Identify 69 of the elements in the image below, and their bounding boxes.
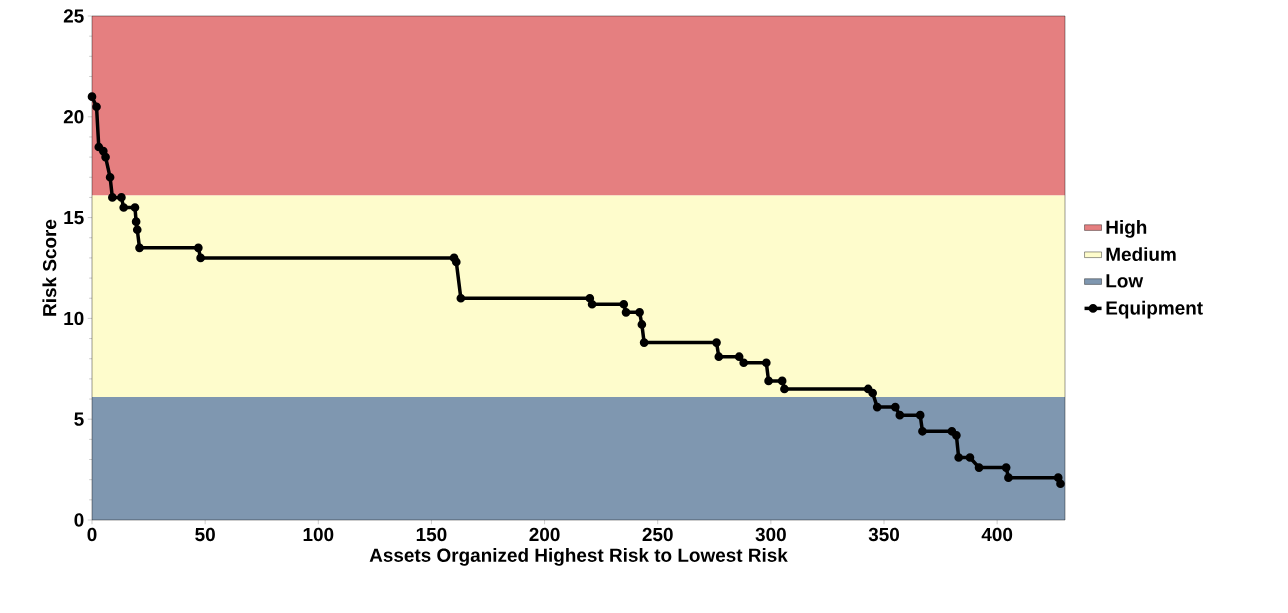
point (637, 320, 647, 329)
point (94, 142, 104, 152)
legend-label: Low (1106, 274, 1144, 288)
point (1056, 479, 1065, 489)
point (872, 402, 882, 412)
point (451, 257, 461, 267)
point (101, 152, 110, 162)
point (1053, 473, 1063, 482)
point (974, 463, 984, 472)
x-axis-title: Assets Organized Highest Risk to Lowest Risk (369, 548, 788, 566)
y-axis-title: Risk Score (42, 219, 57, 316)
x-tick-label: 400 (981, 527, 1013, 542)
point (918, 426, 927, 436)
point (456, 293, 466, 303)
point (87, 92, 97, 101)
band-label: Medium (1106, 247, 1176, 262)
y-tick-label: 25 (63, 9, 84, 23)
point (131, 217, 141, 226)
point (621, 308, 631, 317)
y-tick-label: 15 (64, 211, 84, 225)
point (915, 410, 925, 420)
x-tick-label: 50 (195, 527, 215, 542)
y-tick-label: 0 (74, 513, 84, 527)
point (777, 376, 787, 386)
point (868, 388, 878, 398)
x-tick-label: 350 (868, 527, 899, 542)
point (108, 193, 117, 202)
x-tick-label: 0 (87, 527, 97, 542)
x-tick-label: 250 (642, 527, 673, 542)
point (619, 299, 629, 309)
point (952, 430, 961, 440)
x-tick-label: 200 (529, 527, 560, 542)
x-tick-label: 150 (416, 527, 447, 542)
point (117, 193, 126, 202)
point (954, 453, 963, 462)
y-tick-label: 10 (64, 311, 84, 326)
point (194, 243, 203, 253)
point (92, 102, 101, 112)
point (947, 426, 957, 436)
point (119, 203, 129, 212)
point (739, 358, 749, 368)
legend-label: High (1106, 219, 1147, 238)
point (135, 243, 144, 253)
point (714, 352, 724, 362)
x-tick-label: 100 (303, 527, 334, 542)
y-tick-label: 20 (63, 110, 84, 124)
point (890, 402, 900, 412)
point (1001, 463, 1011, 472)
point (734, 352, 744, 362)
y-tick-label: 5 (74, 412, 84, 426)
point (196, 253, 205, 263)
point (761, 358, 771, 368)
point (764, 376, 773, 386)
point (712, 338, 721, 347)
point (587, 299, 597, 309)
x-tick-label: 300 (755, 527, 786, 542)
point (895, 410, 905, 420)
point (130, 203, 140, 212)
point (635, 308, 644, 317)
point (863, 384, 873, 394)
point (585, 293, 595, 303)
point (98, 146, 108, 156)
point (639, 338, 649, 347)
point (105, 172, 115, 182)
point (1004, 473, 1013, 482)
point (965, 453, 975, 462)
point (780, 384, 789, 394)
point (132, 225, 142, 235)
legend-label: Equipment (1106, 300, 1203, 319)
